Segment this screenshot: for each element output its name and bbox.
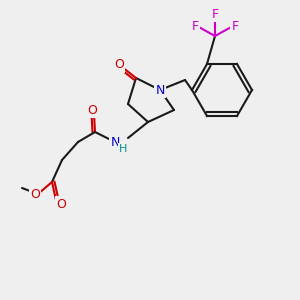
Text: O: O [114, 58, 124, 71]
Text: F: F [212, 8, 219, 20]
Text: O: O [56, 197, 66, 211]
Text: F: F [231, 20, 239, 32]
Text: O: O [30, 188, 40, 202]
Text: N: N [155, 83, 165, 97]
Text: F: F [191, 20, 199, 32]
Text: O: O [87, 103, 97, 116]
Text: H: H [119, 144, 127, 154]
Text: N: N [110, 136, 120, 148]
